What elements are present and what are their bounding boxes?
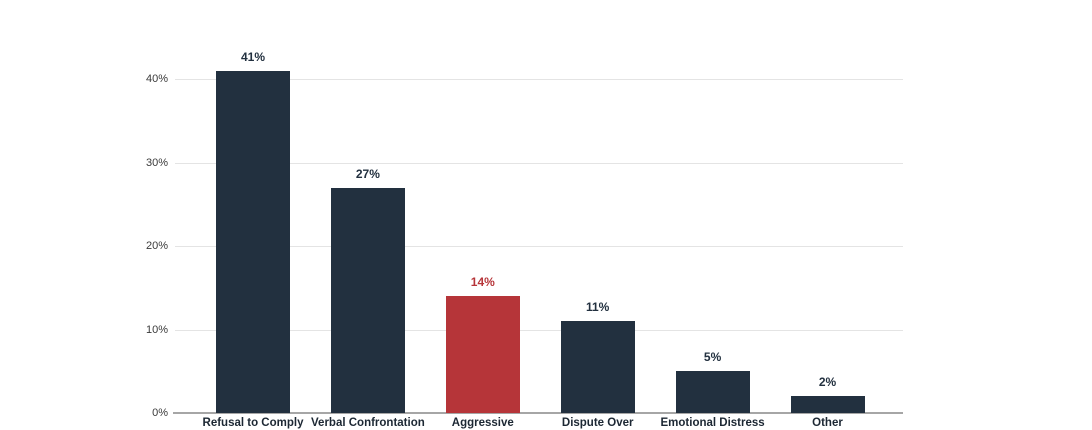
bar-dispute-over[interactable] xyxy=(560,321,635,413)
category-label-refusal-to-comply: Refusal to Comply xyxy=(202,417,304,429)
y-axis-tick-label-0: 0% xyxy=(152,407,168,419)
y-axis-tick-label-50: 50% xyxy=(110,0,168,2)
bar-refusal-to-comply[interactable] xyxy=(216,70,290,413)
y-axis-tick-label-20: 20% xyxy=(145,240,168,252)
category-label-aggressive: Aggressive xyxy=(451,417,514,429)
y-axis-tick-label-40: 40% xyxy=(145,73,168,85)
bar-emotional-distress[interactable] xyxy=(675,371,750,413)
value-label-aggressive: 14% xyxy=(470,275,495,290)
category-label-verbal-confrontation: Verbal Confrontation xyxy=(311,417,425,429)
category-label-other: Other xyxy=(812,417,843,429)
y-axis-tick-label-10: 10% xyxy=(145,323,168,336)
value-label-other: 2% xyxy=(818,375,837,390)
bar-aggressive[interactable] xyxy=(445,296,520,413)
y-axis-tick-label-30: 30% xyxy=(145,156,168,169)
bar-verbal-confrontation[interactable] xyxy=(330,187,405,413)
category-label-dispute-over: Dispute Over xyxy=(561,417,634,429)
value-label-dispute-over: 11% xyxy=(586,300,610,315)
category-label-emotional-distress: Emotional Distress xyxy=(660,417,765,429)
bar-other[interactable] xyxy=(790,396,865,413)
value-label-refusal-to-comply: 41% xyxy=(240,49,266,64)
value-label-verbal-confrontation: 27% xyxy=(355,166,380,181)
value-label-emotional-distress: 5% xyxy=(703,350,722,365)
